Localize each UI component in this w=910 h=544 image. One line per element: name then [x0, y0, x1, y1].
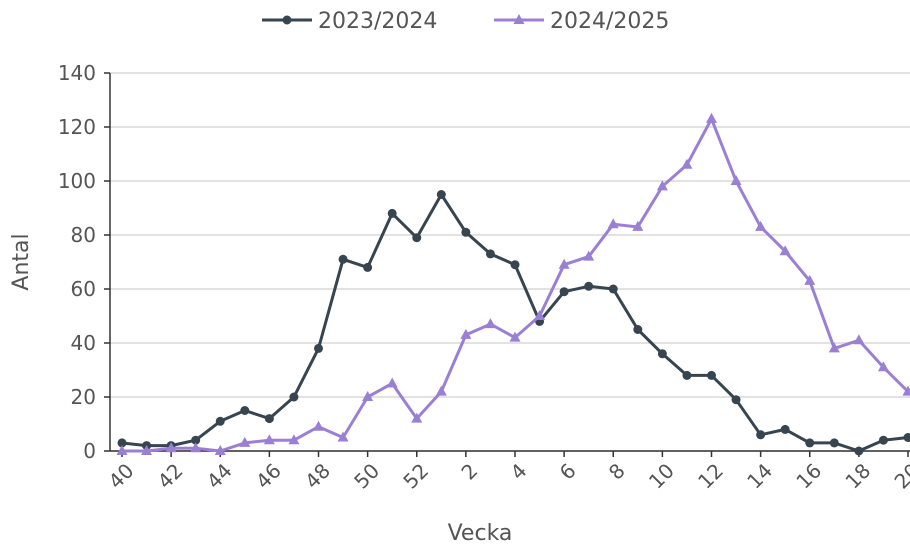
- y-tick-label: 60: [71, 277, 96, 301]
- series-line: [121, 193, 909, 453]
- y-tick-label: 140: [58, 61, 96, 85]
- marker: [583, 250, 595, 261]
- marker: [828, 342, 840, 353]
- x-tick-label: 48: [300, 459, 335, 494]
- marker: [804, 274, 816, 285]
- marker: [263, 434, 275, 445]
- marker: [460, 328, 472, 339]
- marker: [214, 445, 226, 455]
- y-tick-label: 20: [71, 385, 96, 409]
- marker: [313, 420, 324, 431]
- marker: [902, 385, 910, 396]
- marker: [607, 218, 619, 229]
- marker: [608, 284, 618, 294]
- marker: [435, 385, 447, 396]
- x-tick-label: 40: [104, 459, 139, 494]
- y-tick-label: 40: [71, 331, 96, 355]
- marker: [558, 258, 570, 269]
- x-tick-label: 8: [604, 459, 630, 485]
- marker: [707, 370, 716, 380]
- x-tick-label: 20: [890, 459, 910, 494]
- marker: [903, 433, 910, 442]
- marker: [190, 442, 202, 453]
- marker: [461, 227, 471, 237]
- marker: [877, 361, 889, 372]
- marker: [239, 436, 251, 447]
- marker: [632, 220, 644, 231]
- y-axis-label: Antal: [9, 233, 34, 290]
- marker: [829, 438, 839, 448]
- series-line: [122, 117, 910, 453]
- x-tick-label: 4: [506, 459, 532, 485]
- marker: [338, 254, 348, 264]
- marker: [510, 260, 520, 270]
- x-tick-label: 52: [398, 459, 433, 494]
- x-tick-label: 42: [153, 459, 188, 494]
- x-tick-label: 6: [555, 459, 581, 485]
- x-tick-label: 46: [251, 459, 286, 494]
- x-tick-label: 2: [456, 459, 482, 485]
- marker: [730, 175, 742, 185]
- x-tick-label: 50: [349, 459, 384, 494]
- marker: [633, 325, 643, 334]
- marker: [682, 370, 692, 380]
- marker: [386, 377, 398, 388]
- marker: [509, 331, 521, 342]
- marker: [240, 406, 250, 415]
- marker: [363, 262, 373, 272]
- marker: [559, 287, 569, 297]
- marker: [706, 112, 717, 123]
- marker: [337, 431, 349, 442]
- y-tick-label: 100: [58, 169, 96, 193]
- marker: [116, 445, 128, 455]
- marker: [165, 442, 177, 453]
- marker: [534, 310, 546, 320]
- x-tick-label: 44: [202, 459, 237, 494]
- marker: [215, 416, 225, 426]
- marker: [288, 434, 300, 445]
- legend-marker: [282, 15, 292, 25]
- marker: [878, 435, 888, 445]
- marker: [117, 438, 127, 448]
- legend-label: 2023/2024: [318, 9, 437, 34]
- marker: [805, 438, 815, 448]
- marker: [387, 208, 397, 218]
- legend-label: 2024/2025: [550, 9, 669, 34]
- legend-marker: [513, 14, 525, 24]
- x-axis-label: Vecka: [448, 521, 513, 544]
- x-tick-label: 10: [644, 459, 679, 494]
- marker: [141, 445, 153, 455]
- marker: [780, 424, 790, 434]
- marker: [436, 190, 446, 199]
- marker: [657, 349, 667, 359]
- marker: [264, 414, 274, 424]
- y-tick-label: 120: [58, 115, 96, 139]
- marker: [853, 334, 865, 345]
- x-tick-label: 12: [693, 459, 728, 494]
- marker: [779, 245, 791, 256]
- marker: [412, 233, 422, 243]
- marker: [756, 430, 766, 440]
- x-tick-label: 18: [840, 459, 875, 494]
- marker: [191, 435, 201, 445]
- x-tick-label: 16: [791, 459, 826, 494]
- legend: 2023/2024 2024/2025: [262, 9, 669, 34]
- marker: [289, 392, 299, 402]
- y-tick-label: 80: [71, 223, 96, 247]
- marker: [731, 395, 741, 405]
- marker: [485, 249, 495, 259]
- marker: [656, 180, 668, 191]
- marker: [681, 158, 693, 169]
- marker: [362, 391, 374, 401]
- marker: [584, 281, 594, 291]
- marker: [314, 343, 323, 353]
- marker: [411, 412, 423, 423]
- x-tick-label: 14: [742, 459, 777, 494]
- marker: [484, 318, 496, 329]
- marker: [854, 446, 864, 456]
- marker: [755, 220, 767, 231]
- y-tick-label: 0: [83, 439, 96, 463]
